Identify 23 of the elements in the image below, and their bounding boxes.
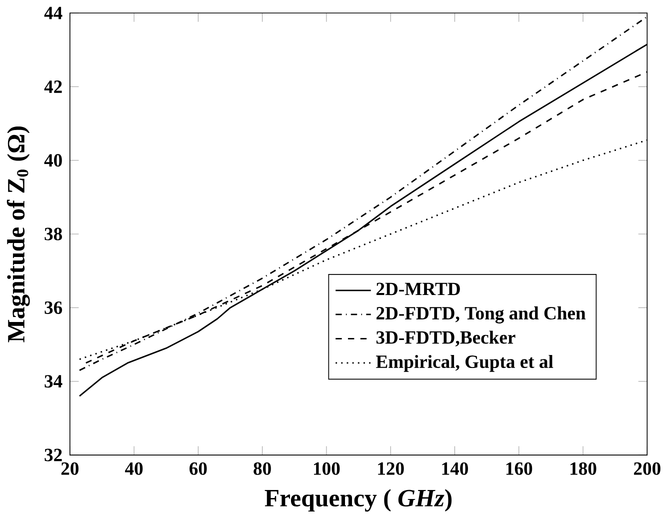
legend-label: Empirical, Gupta et al xyxy=(376,355,554,372)
x-tick-label: 180 xyxy=(570,462,596,476)
y-tick-label: 42 xyxy=(44,80,62,94)
y-tick-label: 36 xyxy=(44,302,62,314)
y-axis-title: Magnitude of Z$_{0}$ (Ω) xyxy=(6,126,30,342)
x-tick-label: 200 xyxy=(634,462,660,476)
x-tick-label: 140 xyxy=(442,462,468,476)
y-tick-label: 44 xyxy=(44,7,62,20)
x-tick-label: 60 xyxy=(190,462,207,476)
x-tick-label: 40 xyxy=(125,462,143,476)
x-tick-label: 100 xyxy=(314,462,340,476)
x-tick-label: 120 xyxy=(378,462,404,476)
legend-label: 2D-FDTD, Tong and Chen xyxy=(376,306,586,324)
y-tick-label: 32 xyxy=(44,449,62,462)
x-tick-label: 20 xyxy=(61,462,78,476)
y-tick-label: 38 xyxy=(44,228,62,241)
y-tick-label: 34 xyxy=(44,375,62,388)
y-tick-label: 40 xyxy=(44,154,62,167)
x-axis-title: Frequency ( GHz) xyxy=(264,489,452,512)
legend-label: 3D-FDTD,Becker xyxy=(376,330,516,347)
legend-label: 2D-MRTD xyxy=(376,282,460,296)
x-tick-label: 160 xyxy=(506,462,532,476)
x-tick-label: 80 xyxy=(254,462,271,476)
